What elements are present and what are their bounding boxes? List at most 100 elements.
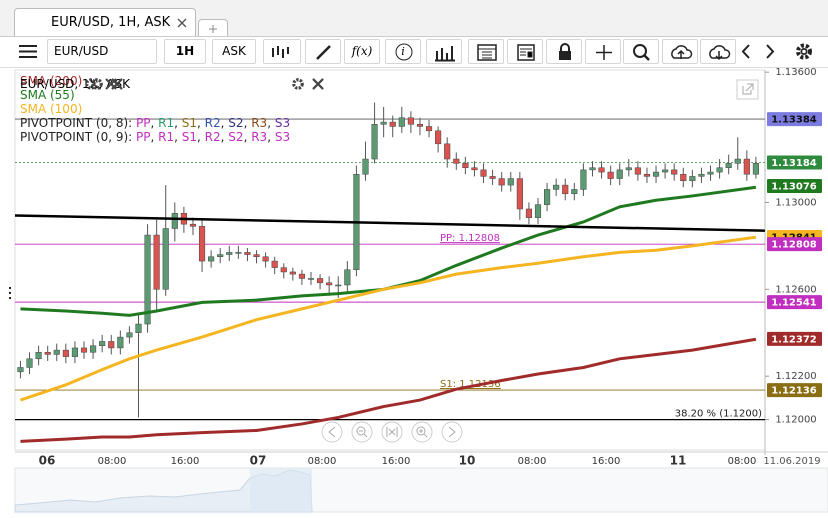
symbol-box[interactable]: EUR/USD [47,39,157,64]
tab[interactable]: EUR/USD, 1H, ASK [14,8,196,36]
price-type-button[interactable]: ASK [212,39,256,64]
next-button[interactable] [761,39,779,64]
candle-body [553,184,560,190]
x-tick-label: 08:00 [308,456,337,467]
price-badge-label: 1.12136 [771,386,817,397]
candle-body [725,163,732,168]
settings-icon[interactable] [291,77,305,91]
pivot-level: S3 [274,130,291,144]
info-label: i [401,45,405,58]
candle-body [643,173,651,177]
scroll-right[interactable] [441,421,463,443]
candle-body [598,167,605,173]
timeframe-button[interactable]: 1H [164,39,206,64]
close-icon[interactable] [177,18,187,28]
y-tick-label: 1.12600 [775,284,816,295]
candle-body [271,260,278,268]
info-button[interactable]: i [385,39,421,64]
upload-button[interactable] [662,39,698,64]
pivot-separator: , [220,130,229,144]
candle-body [734,158,741,164]
draw-button[interactable] [305,39,341,64]
x-tick-label: 08:00 [518,456,547,467]
zoom-controls [321,421,463,443]
y-tick-label: 1.13000 [775,197,816,208]
new-tab[interactable] [198,19,228,36]
settings-icon[interactable] [90,77,104,91]
candle-body [62,349,69,357]
zoom-button[interactable] [623,39,659,64]
candle-body [680,173,687,181]
timeframe: 1H [175,44,195,58]
trend-line [14,214,766,232]
candle-body [562,184,569,195]
candle-body [280,267,287,273]
x-tick-label: 10 [459,454,476,468]
pivot-level: S2 [228,130,244,144]
candle-body [162,228,169,290]
price-badge [767,237,822,252]
candle-body [507,178,514,186]
legend-row: PIVOTPOINT (0, 9): PP, R1, S1, R2, S2, R… [20,78,340,144]
candle-body [344,269,351,286]
navigator-window[interactable] [250,468,312,512]
candle-body [444,143,451,160]
candle-body [117,336,124,349]
y-tick-label: 1.12200 [775,371,816,382]
zoom-in[interactable] [411,421,433,443]
candle-body [489,176,496,179]
candle-body [471,167,478,171]
candle-body [171,213,178,229]
settings-button[interactable] [790,39,818,64]
candle-body [571,189,578,195]
tab-bar: EUR/USD, 1H, ASK [0,0,828,37]
candle-body [298,273,305,279]
y-tick-label: 1.12000 [775,415,816,426]
candle-body [625,167,632,171]
level-label: 38.20 % (1.1200) [675,409,762,420]
candle-body [53,349,60,355]
crosshair-button[interactable] [585,39,621,64]
plot-area [14,69,766,451]
candle-body [544,189,551,205]
candle-body [652,171,660,177]
lock-button[interactable] [546,39,582,64]
price-badge-label: 1.12808 [771,240,817,251]
candle-body [198,226,206,262]
candle-body [262,256,269,262]
candle-body [380,121,387,125]
pivot-level: PP [136,130,151,144]
sma-line [19,235,757,402]
prev-button[interactable] [737,39,755,64]
x-tick-label: 16:00 [171,456,200,467]
zoom-out[interactable] [351,421,373,443]
candle-body [516,178,523,210]
candle-body [317,278,324,284]
price-badge [767,331,822,346]
volume-button[interactable] [426,39,462,64]
scroll-left[interactable] [321,421,343,443]
function-label: f(x) [351,44,373,58]
legend-row: PIVOTPOINT (0, 8): PP, R1, S1, R2, S2, R… [20,78,340,130]
news-button[interactable] [507,39,543,64]
indicator-button[interactable]: f(x) [344,39,380,64]
navigator[interactable] [14,467,828,513]
legend-label: SMA (100) [20,102,83,116]
calendar-button[interactable] [468,39,504,64]
pivot-level: R2 [204,130,221,144]
candle-body [244,252,251,255]
remove-icon[interactable] [110,77,124,91]
candle-body [26,358,33,368]
candle-body [534,204,542,218]
pivot-level: S3 [274,116,291,130]
reset-zoom[interactable] [381,421,403,443]
popout-icon[interactable] [736,79,759,100]
pivot-separator: , [197,116,205,130]
pivot-level: S2 [228,116,244,130]
remove-icon[interactable] [311,77,325,91]
menu-button[interactable] [12,39,44,64]
download-button[interactable] [700,39,736,64]
legend-row: SMA (100) [20,78,140,116]
chart-type-button[interactable] [263,39,301,64]
candle-body [144,234,151,325]
